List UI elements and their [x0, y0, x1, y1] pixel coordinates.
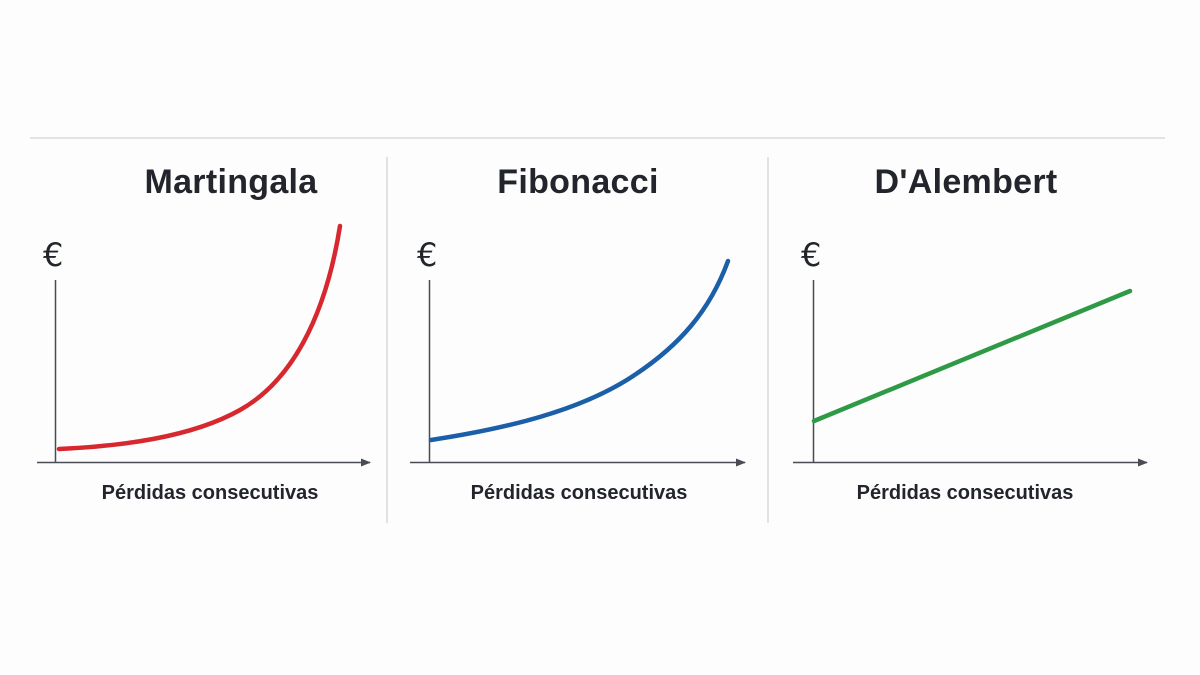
- martingala-curve: [56, 223, 343, 452]
- panel-title-martingala: Martingala: [144, 163, 318, 201]
- euro-icon: €: [417, 236, 438, 274]
- euro-icon: €: [43, 236, 64, 274]
- x-axis-label-martingala: Pérdidas consecutivas: [101, 482, 319, 504]
- panel-divider-2: [767, 157, 769, 523]
- x-axis-label-fibonacci: Pérdidas consecutivas: [470, 482, 688, 504]
- fibonacci-axes: [410, 280, 746, 467]
- fibonacci-curve: [428, 258, 731, 443]
- panel-title-dalembert: D'Alembert: [874, 163, 1058, 201]
- top-divider: [30, 137, 1165, 139]
- panel-title-fibonacci: Fibonacci: [497, 163, 659, 201]
- dalembert-axes: [793, 280, 1148, 467]
- martingala-axes: [37, 280, 371, 467]
- dalembert-line: [811, 288, 1133, 424]
- panel-divider-1: [386, 157, 388, 523]
- x-axis-label-dalembert: Pérdidas consecutivas: [856, 482, 1074, 504]
- euro-icon: €: [801, 236, 822, 274]
